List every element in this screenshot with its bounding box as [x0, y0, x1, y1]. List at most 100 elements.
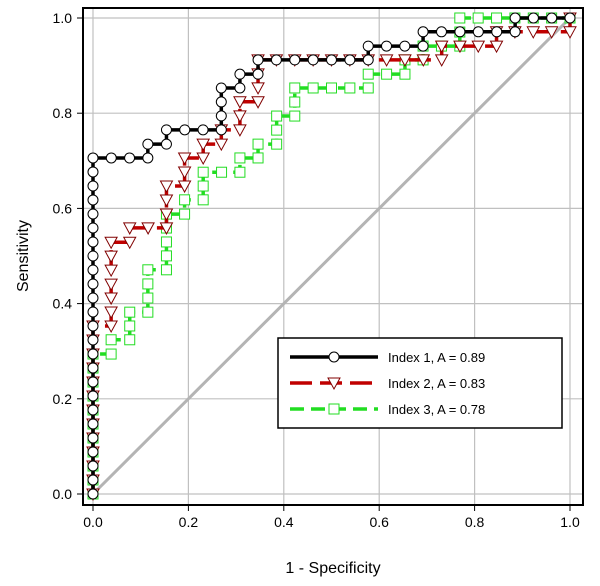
circle-marker	[546, 12, 558, 24]
triangle-marker	[104, 250, 118, 264]
triangle-marker	[434, 54, 449, 67]
circle-marker	[87, 152, 99, 164]
square-marker	[124, 334, 136, 346]
square-marker	[362, 82, 374, 94]
circle-marker	[160, 138, 172, 150]
square-marker	[142, 278, 154, 290]
circle-marker	[215, 96, 227, 108]
square-marker	[197, 194, 209, 206]
triangle-marker	[233, 110, 247, 123]
circle-marker	[87, 460, 99, 472]
triangle-marker	[526, 26, 541, 39]
circle-marker	[399, 40, 411, 52]
circle-marker	[270, 54, 282, 66]
circle-marker	[381, 40, 393, 52]
square-marker	[289, 82, 301, 94]
circle-marker	[87, 474, 99, 486]
x-tick-label: 0.8	[465, 514, 485, 530]
triangle-marker	[122, 236, 137, 250]
circle-marker	[87, 390, 99, 402]
circle-marker	[179, 124, 191, 136]
square-marker	[105, 334, 117, 346]
triangle-marker	[196, 152, 211, 165]
square-marker	[381, 68, 393, 80]
circle-marker	[234, 68, 246, 80]
circle-marker	[234, 82, 246, 94]
triangle-marker	[177, 152, 192, 165]
circle-marker	[417, 26, 429, 38]
series-1	[87, 12, 576, 500]
circle-marker	[87, 236, 99, 248]
x-tick-label: 1.0	[560, 514, 580, 530]
square-marker	[216, 166, 228, 178]
circle-marker	[87, 404, 99, 416]
x-tick-label: 0.2	[179, 514, 199, 530]
circle-marker	[142, 152, 154, 164]
y-tick-label: 1.0	[53, 10, 73, 26]
triangle-marker	[177, 166, 192, 180]
square-marker	[399, 68, 411, 80]
square-marker	[124, 320, 136, 332]
legend-label: Index 3, A = 0.78	[388, 402, 485, 417]
circle-marker	[87, 348, 99, 360]
square-marker	[160, 264, 172, 276]
legend-label: Index 2, A = 0.83	[388, 376, 485, 391]
triangle-marker	[251, 82, 265, 95]
circle-marker	[564, 12, 576, 24]
triangle-marker	[159, 222, 174, 235]
x-tick-label: 0.4	[274, 514, 294, 530]
square-marker	[252, 138, 264, 150]
square-marker	[142, 292, 154, 304]
x-axis-label: 1 - Specificity	[285, 560, 380, 577]
circle-marker	[87, 446, 99, 458]
circle-marker	[87, 334, 99, 346]
circle-marker	[87, 306, 99, 318]
circle-marker	[87, 418, 99, 430]
circle-marker	[87, 222, 99, 234]
square-marker	[179, 208, 191, 220]
square-marker	[454, 12, 466, 24]
triangle-marker	[196, 138, 211, 152]
triangle-marker	[104, 306, 118, 320]
square-marker	[344, 82, 356, 94]
triangle-marker	[104, 236, 118, 250]
triangle-marker	[177, 180, 192, 194]
circle-marker	[160, 124, 172, 136]
triangle-marker	[214, 138, 229, 152]
triangle-marker	[471, 40, 486, 54]
circle-marker	[215, 124, 227, 136]
circle-marker	[252, 68, 264, 80]
square-marker	[197, 180, 209, 192]
circle-marker	[362, 40, 374, 52]
y-axis-label: Sensitivity	[15, 220, 32, 292]
triangle-marker	[159, 180, 174, 194]
y-tick-label: 0.8	[53, 105, 73, 121]
triangle-marker	[434, 40, 449, 54]
square-marker	[234, 166, 246, 178]
circle-marker	[252, 54, 264, 66]
x-tick-label: 0.0	[83, 514, 103, 530]
triangle-marker	[416, 54, 431, 67]
circle-marker	[344, 54, 356, 66]
triangle-marker	[489, 40, 504, 54]
square-marker	[271, 138, 283, 150]
circle-marker	[215, 82, 227, 94]
triangle-marker	[379, 54, 394, 67]
square-marker	[326, 82, 337, 94]
circle-marker	[124, 152, 136, 164]
circle-marker	[527, 12, 539, 24]
circle-marker	[289, 54, 301, 66]
square-marker	[472, 12, 484, 24]
legend-item-3: Index 3, A = 0.78	[290, 402, 485, 417]
square-marker	[105, 348, 117, 360]
triangle-marker	[233, 124, 247, 137]
square-marker	[289, 110, 301, 122]
triangle-marker	[104, 264, 118, 278]
square-marker	[197, 166, 209, 178]
square-marker	[491, 12, 503, 24]
square-marker	[328, 403, 340, 415]
tick-labels: 0.0 0.2 0.4 0.6 0.8 1.0 0.0 0.2 0.4 0.6 0.8 1.0	[53, 10, 580, 530]
circle-marker	[87, 362, 99, 374]
circle-marker	[491, 26, 503, 38]
